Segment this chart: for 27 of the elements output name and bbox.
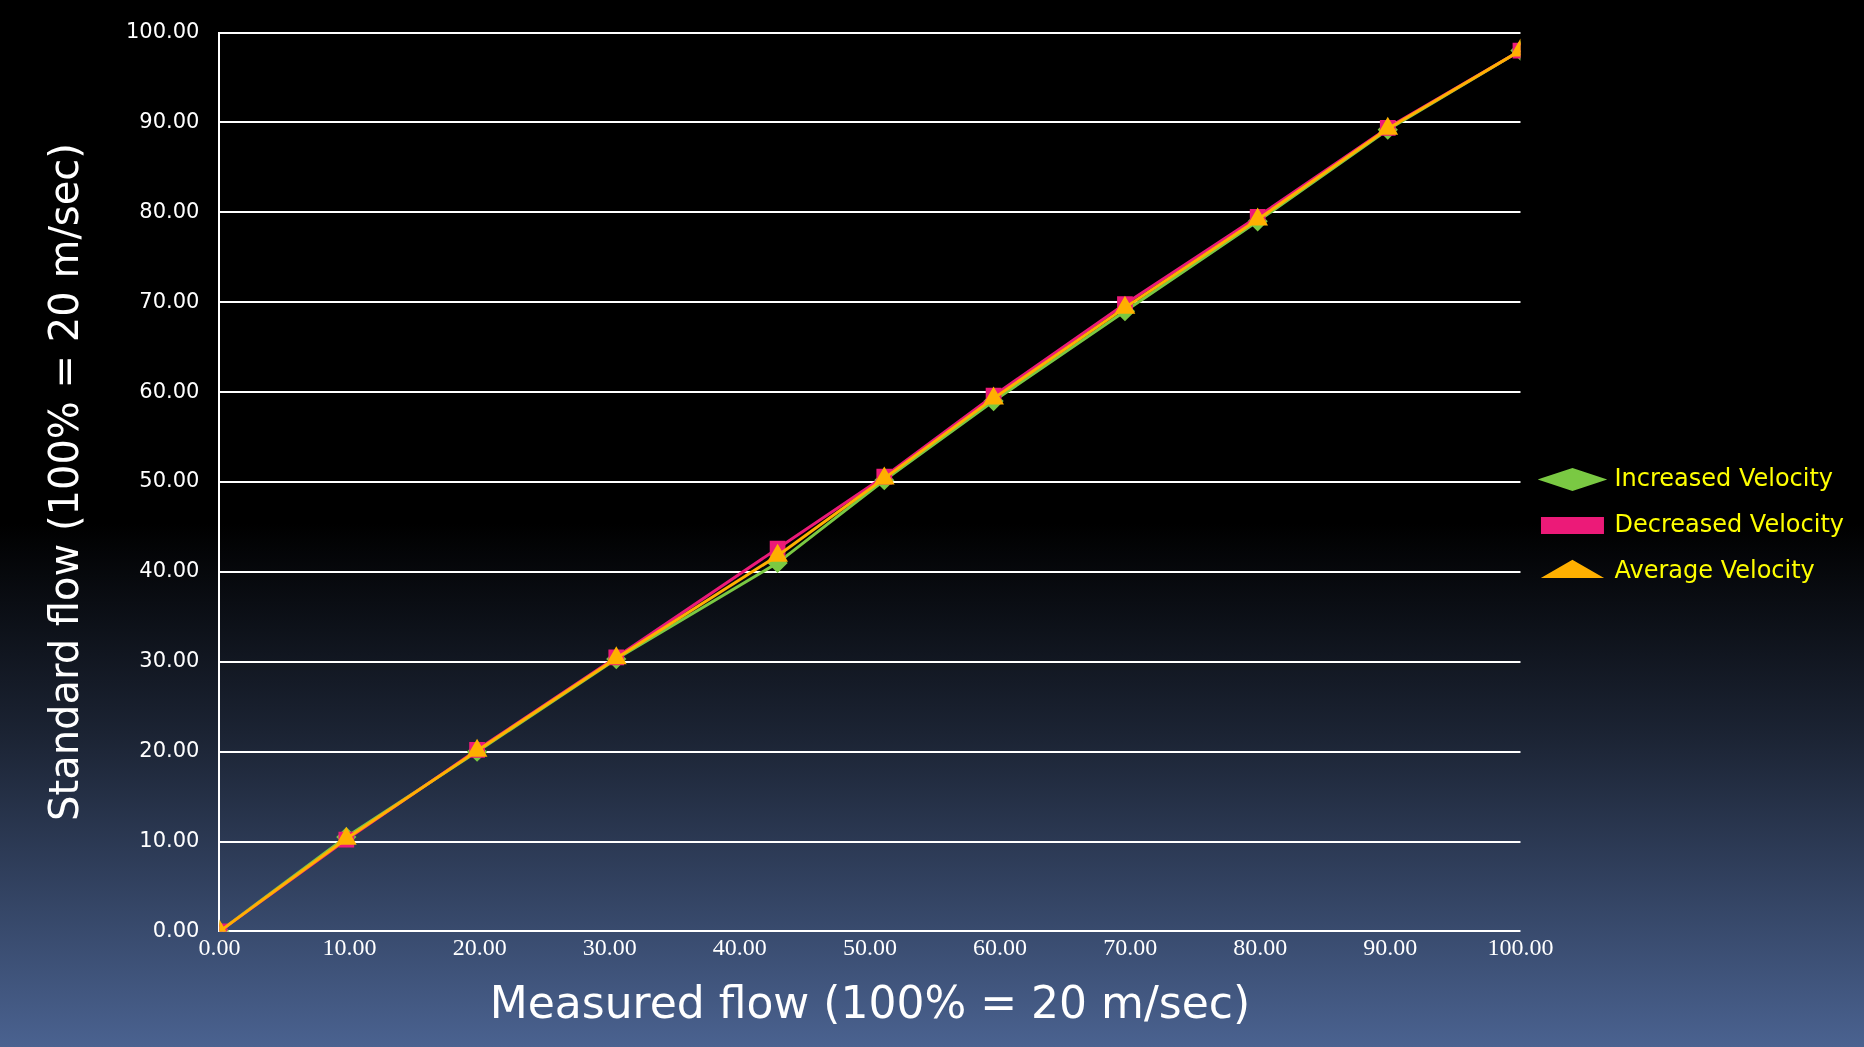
x-tick-label: 20.00 — [452, 934, 507, 961]
x-tick-label: 80.00 — [1233, 934, 1288, 961]
y-tick-label: 30.00 — [139, 648, 200, 673]
y-tick-label: 100.00 — [126, 19, 200, 44]
legend-label: Decreased Velocity — [1614, 509, 1845, 538]
x-axis-title: Measured flow (100% = 20 m/sec) — [489, 977, 1251, 1029]
y-tick-label: 20.00 — [139, 738, 200, 763]
y-tick-label: 50.00 — [139, 468, 200, 493]
y-tick-label: 10.00 — [139, 827, 200, 852]
legend-label: Average Velocity — [1614, 555, 1815, 584]
y-tick-label: 40.00 — [139, 558, 200, 583]
y-tick-label: 70.00 — [139, 288, 200, 313]
x-tick-label: 40.00 — [712, 934, 767, 961]
y-tick-label: 90.00 — [139, 108, 200, 133]
x-tick-label: 90.00 — [1363, 934, 1418, 961]
y-tick-label: 0.00 — [152, 917, 200, 942]
y-tick-label: 60.00 — [139, 378, 200, 403]
x-tick-label: 50.00 — [842, 934, 897, 961]
legend-label: Increased Velocity — [1614, 463, 1834, 492]
x-tick-label: 100.00 — [1487, 934, 1554, 961]
x-tick-label: 70.00 — [1103, 934, 1158, 961]
y-axis-title: Standard flow (100% = 20 m/sec) — [41, 143, 88, 821]
x-tick-label: 0.00 — [198, 934, 241, 961]
x-tick-label: 30.00 — [582, 934, 637, 961]
y-tick-label: 80.00 — [139, 198, 200, 223]
x-tick-label: 60.00 — [973, 934, 1028, 961]
x-tick-label: 10.00 — [322, 934, 377, 961]
